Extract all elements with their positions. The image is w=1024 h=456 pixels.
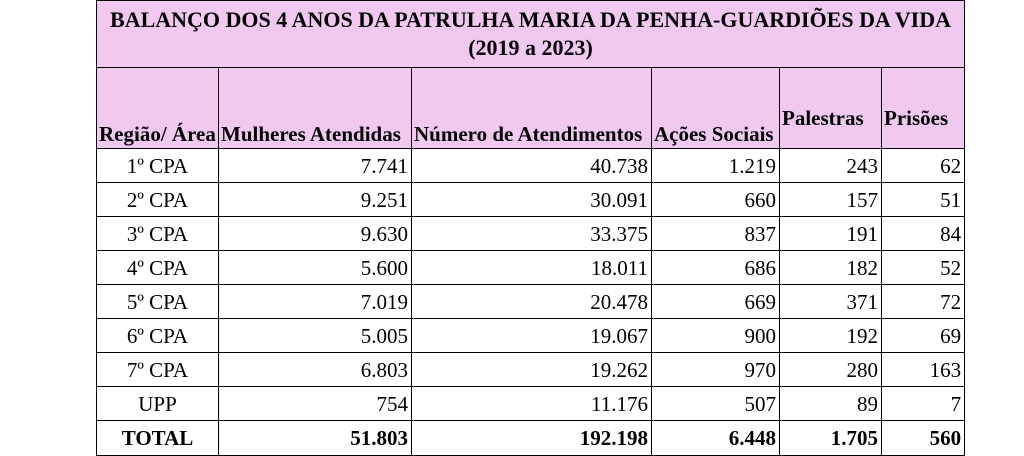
value-cell: 69	[880, 318, 966, 353]
table-row: 2º CPA 9.251 30.091 660 157 51	[96, 182, 966, 217]
total-row: TOTAL 51.803 192.198 6.448 1.705 560	[96, 420, 966, 456]
value-cell: 163	[880, 352, 966, 387]
value-cell: 970	[651, 352, 780, 387]
value-cell: 5.600	[218, 250, 412, 285]
column-header: Região/ Área	[96, 67, 219, 149]
value-cell: 182	[779, 250, 882, 285]
value-cell: 1.219	[651, 148, 780, 183]
header-row: Região/ Área Mulheres Atendidas Número d…	[96, 67, 966, 149]
table-row: 3º CPA 9.630 33.375 837 191 84	[96, 216, 966, 251]
value-cell: 371	[779, 284, 882, 319]
value-cell: 7.741	[218, 148, 412, 183]
region-cell: 4º CPA	[96, 250, 219, 285]
region-cell: 7º CPA	[96, 352, 219, 387]
summary-table: BALANÇO DOS 4 ANOS DA PATRULHA MARIA DA …	[95, 0, 966, 456]
value-cell: 51.803	[218, 420, 412, 456]
table-title: BALANÇO DOS 4 ANOS DA PATRULHA MARIA DA …	[95, 0, 966, 68]
table-row: 5º CPA 7.019 20.478 669 371 72	[96, 284, 966, 319]
region-cell: 2º CPA	[96, 182, 219, 217]
value-cell: 669	[651, 284, 780, 319]
value-cell: 243	[779, 148, 882, 183]
value-cell: 62	[880, 148, 966, 183]
table-row: 7º CPA 6.803 19.262 970 280 163	[96, 352, 966, 387]
region-cell: TOTAL	[96, 420, 219, 456]
value-cell: 9.251	[218, 182, 412, 217]
column-header: Ações Sociais	[651, 67, 780, 149]
value-cell: 89	[779, 386, 882, 421]
table-container: BALANÇO DOS 4 ANOS DA PATRULHA MARIA DA …	[95, 0, 966, 456]
value-cell: 9.630	[218, 216, 412, 251]
value-cell: 157	[779, 182, 882, 217]
value-cell: 6.448	[651, 420, 780, 456]
value-cell: 900	[651, 318, 780, 353]
region-cell: 5º CPA	[96, 284, 219, 319]
value-cell: 837	[651, 216, 780, 251]
value-cell: 30.091	[411, 182, 652, 217]
value-cell: 33.375	[411, 216, 652, 251]
value-cell: 6.803	[218, 352, 412, 387]
value-cell: 1.705	[779, 420, 882, 456]
table-row: 4º CPA 5.600 18.011 686 182 52	[96, 250, 966, 285]
value-cell: 11.176	[411, 386, 652, 421]
table-row: 6º CPA 5.005 19.067 900 192 69	[96, 318, 966, 353]
region-cell: 3º CPA	[96, 216, 219, 251]
value-cell: 192.198	[411, 420, 652, 456]
value-cell: 7.019	[218, 284, 412, 319]
value-cell: 192	[779, 318, 882, 353]
column-header: Número de Atendimentos	[411, 67, 652, 149]
table-row: 1º CPA 7.741 40.738 1.219 243 62	[96, 148, 966, 183]
column-header: Prisões	[880, 67, 966, 149]
value-cell: 84	[880, 216, 966, 251]
region-cell: 6º CPA	[96, 318, 219, 353]
region-cell: 1º CPA	[96, 148, 219, 183]
value-cell: 560	[880, 420, 966, 456]
value-cell: 18.011	[411, 250, 652, 285]
value-cell: 280	[779, 352, 882, 387]
value-cell: 5.005	[218, 318, 412, 353]
region-cell: UPP	[96, 386, 219, 421]
value-cell: 686	[651, 250, 780, 285]
value-cell: 7	[880, 386, 966, 421]
column-header: Mulheres Atendidas	[218, 67, 412, 149]
value-cell: 72	[880, 284, 966, 319]
value-cell: 51	[880, 182, 966, 217]
value-cell: 507	[651, 386, 780, 421]
value-cell: 20.478	[411, 284, 652, 319]
value-cell: 40.738	[411, 148, 652, 183]
value-cell: 754	[218, 386, 412, 421]
value-cell: 660	[651, 182, 780, 217]
table-row: UPP 754 11.176 507 89 7	[96, 386, 966, 421]
value-cell: 52	[880, 250, 966, 285]
value-cell: 19.262	[411, 352, 652, 387]
value-cell: 191	[779, 216, 882, 251]
column-header: Palestras	[779, 67, 882, 149]
value-cell: 19.067	[411, 318, 652, 353]
